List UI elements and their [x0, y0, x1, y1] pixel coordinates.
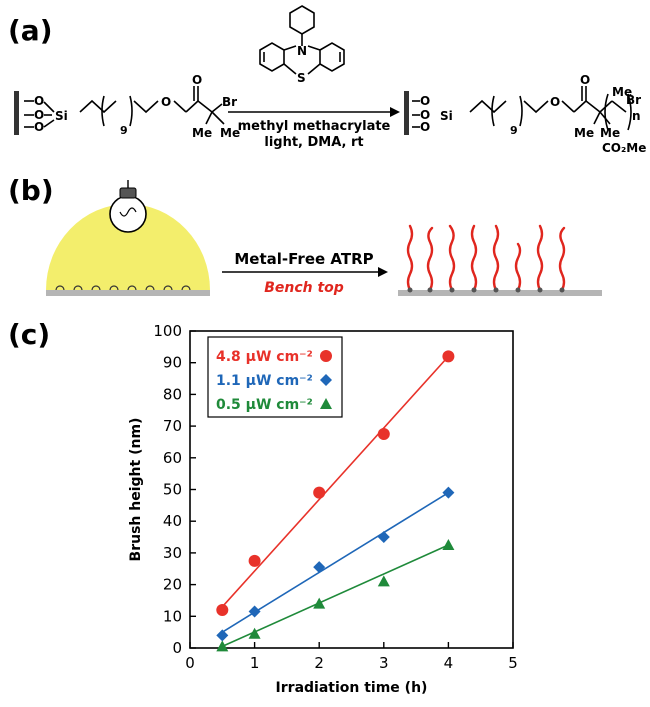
product-o-carbonyl: O — [580, 73, 590, 87]
process-arrowhead — [378, 267, 388, 277]
product-n: n — [632, 109, 641, 123]
legend-box — [207, 336, 343, 418]
data-points — [216, 350, 455, 652]
reactant-o3: O — [34, 120, 44, 134]
svg-text:O: O — [420, 94, 430, 108]
arrow-label-bottom: Bench top — [264, 280, 344, 296]
svg-text:O: O — [420, 120, 430, 134]
y-tick-label: 100 — [153, 322, 182, 340]
x-tick-label: 4 — [444, 654, 454, 672]
product-me-mid: Me — [600, 126, 620, 140]
y-tick-label: 60 — [163, 449, 182, 467]
data-point-series-1 — [216, 629, 229, 642]
product-ester: CO₂Me — [602, 141, 646, 155]
y-tick-label: 70 — [163, 417, 182, 435]
panel-b-label: (b) — [8, 174, 54, 207]
data-point-series-2 — [216, 640, 229, 652]
x-axis-label: Irradiation time (h) — [276, 680, 428, 696]
reaction-arrowhead — [390, 107, 400, 117]
product-surface-bar — [404, 91, 409, 135]
data-point-series-0 — [442, 350, 455, 363]
panel-c-label: (c) — [8, 318, 51, 351]
catalyst-s: S — [297, 71, 306, 85]
reactant-o-ether: O — [161, 95, 171, 109]
reactant-repeat: 9 — [120, 124, 128, 137]
y-tick-label: 30 — [163, 544, 182, 562]
legend-marker-series-0 — [320, 350, 332, 362]
data-point-series-1 — [377, 531, 390, 544]
fit-lines — [221, 355, 449, 648]
reactant-structure — [24, 86, 225, 128]
y-tick-label: 20 — [163, 576, 182, 594]
brush-surface — [398, 290, 602, 296]
data-point-series-0 — [216, 603, 229, 616]
product-me-top: Me — [612, 85, 632, 99]
data-point-series-0 — [248, 554, 261, 567]
lightbulb-icon — [109, 180, 147, 233]
product-labels: O O O Si 9 O O Me Br n Me Me CO₂Me — [420, 73, 646, 155]
fit-line-series-1 — [221, 491, 449, 633]
light-glow — [46, 204, 210, 290]
product-o-ether: O — [550, 95, 560, 109]
legend-marker-series-2 — [320, 398, 332, 409]
arrow-label-top: Metal-Free ATRP — [234, 250, 373, 268]
polymer-brushes — [406, 224, 566, 292]
y-tick-label: 10 — [163, 607, 182, 625]
x-tick-label: 1 — [250, 654, 260, 672]
reactant-labels: O O O Si 9 O O Br Me Me — [34, 73, 240, 140]
legend-label-series-1: 1.1 μW cm⁻² — [216, 373, 313, 389]
y-tick-label: 50 — [163, 481, 182, 499]
y-tick-label: 40 — [163, 512, 182, 530]
x-tick-label: 3 — [379, 654, 389, 672]
reactant-o1: O — [34, 94, 44, 108]
reactant-o2: O — [34, 108, 44, 122]
data-point-series-2 — [313, 597, 326, 609]
reaction-scheme: O O O Si 9 O O Br Me Me N S methyl metha… — [14, 5, 646, 296]
reactant-me1: Me — [192, 126, 212, 140]
reactant-si: Si — [55, 109, 68, 123]
svg-text:O: O — [420, 108, 430, 122]
y-tick-label: 80 — [163, 385, 182, 403]
y-tick-label: 90 — [163, 354, 182, 372]
data-point-series-1 — [248, 605, 261, 618]
conditions-line1: methyl methacrylate — [238, 119, 391, 134]
reactant-surface-bar — [14, 91, 19, 135]
x-tick-label: 2 — [314, 654, 324, 672]
reactant-me2: Me — [220, 126, 240, 140]
catalyst-structure — [259, 5, 345, 75]
reactant-br: Br — [222, 95, 237, 109]
product-repeat: 9 — [510, 124, 518, 137]
initiator-sites — [55, 285, 191, 291]
data-point-series-2 — [442, 538, 455, 550]
legend-label-series-0: 4.8 μW cm⁻² — [216, 349, 313, 365]
data-point-series-0 — [377, 428, 390, 441]
initiator-surface — [46, 290, 210, 296]
data-point-series-2 — [377, 575, 390, 587]
chart-legend: 4.8 μW cm⁻² 1.1 μW cm⁻² 0.5 μW cm⁻² — [207, 336, 343, 418]
conditions-line2: light, DMA, rt — [264, 135, 363, 150]
fit-line-series-0 — [221, 355, 449, 608]
x-tick-label: 5 — [508, 654, 518, 672]
panel-a-label: (a) — [8, 14, 53, 47]
legend-marker-series-1 — [320, 374, 332, 386]
data-point-series-0 — [313, 486, 326, 499]
y-tick-label: 0 — [172, 639, 182, 657]
y-axis-label: Brush height (nm) — [128, 418, 144, 562]
legend-label-series-2: 0.5 μW cm⁻² — [216, 397, 313, 413]
product-me-left: Me — [574, 126, 594, 140]
product-structure — [412, 86, 632, 131]
product-br: Br — [626, 93, 641, 107]
data-point-series-1 — [313, 561, 326, 574]
data-point-series-1 — [442, 486, 455, 499]
data-point-series-2 — [248, 627, 261, 639]
reactant-o-carbonyl: O — [192, 73, 202, 87]
x-tick-label: 0 — [185, 654, 195, 672]
product-si: Si — [440, 109, 453, 123]
brush-anchor-sites — [407, 287, 565, 293]
catalyst-n: N — [297, 44, 307, 58]
fit-line-series-2 — [221, 544, 449, 648]
